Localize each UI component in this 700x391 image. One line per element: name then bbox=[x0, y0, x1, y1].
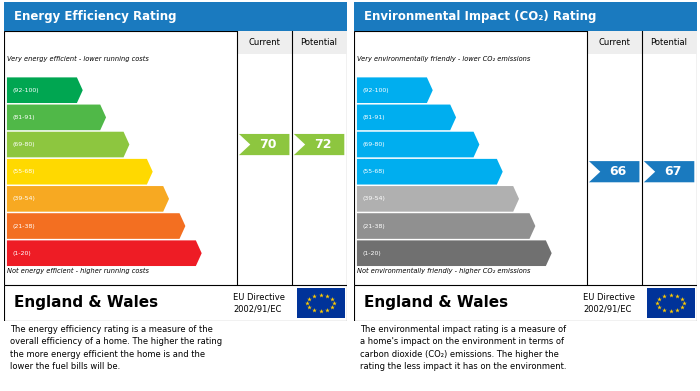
Text: G: G bbox=[554, 247, 564, 260]
Text: Current: Current bbox=[248, 38, 280, 47]
Text: (21-38): (21-38) bbox=[362, 224, 385, 228]
Text: 70: 70 bbox=[259, 138, 276, 151]
Text: A: A bbox=[435, 84, 444, 97]
Text: B: B bbox=[458, 111, 468, 124]
Polygon shape bbox=[294, 134, 344, 155]
Text: E: E bbox=[521, 192, 529, 205]
Text: (92-100): (92-100) bbox=[362, 88, 389, 93]
Text: B: B bbox=[108, 111, 118, 124]
Text: Environmental Impact (CO₂) Rating: Environmental Impact (CO₂) Rating bbox=[364, 10, 596, 23]
Text: (81-91): (81-91) bbox=[12, 115, 35, 120]
Text: EU Directive
2002/91/EC: EU Directive 2002/91/EC bbox=[583, 292, 636, 313]
Text: C: C bbox=[131, 138, 140, 151]
Text: C: C bbox=[481, 138, 490, 151]
Text: (39-54): (39-54) bbox=[12, 196, 35, 201]
Polygon shape bbox=[7, 132, 130, 157]
Text: Very energy efficient - lower running costs: Very energy efficient - lower running co… bbox=[7, 56, 149, 63]
Polygon shape bbox=[7, 159, 153, 185]
Text: 67: 67 bbox=[664, 165, 682, 178]
Text: England & Wales: England & Wales bbox=[14, 296, 158, 310]
Text: (81-91): (81-91) bbox=[362, 115, 385, 120]
Text: Current: Current bbox=[598, 38, 630, 47]
Polygon shape bbox=[239, 134, 289, 155]
Text: E: E bbox=[171, 192, 179, 205]
Text: Energy Efficiency Rating: Energy Efficiency Rating bbox=[14, 10, 176, 23]
Text: Potential: Potential bbox=[300, 38, 337, 47]
Text: Not energy efficient - higher running costs: Not energy efficient - higher running co… bbox=[7, 268, 149, 274]
Polygon shape bbox=[7, 213, 186, 239]
Text: (92-100): (92-100) bbox=[12, 88, 38, 93]
Text: D: D bbox=[155, 165, 164, 178]
Polygon shape bbox=[357, 104, 456, 130]
Polygon shape bbox=[644, 161, 694, 182]
Text: 66: 66 bbox=[609, 165, 626, 178]
Polygon shape bbox=[7, 104, 106, 130]
Text: EU Directive
2002/91/EC: EU Directive 2002/91/EC bbox=[233, 292, 286, 313]
Text: Very environmentally friendly - lower CO₂ emissions: Very environmentally friendly - lower CO… bbox=[357, 56, 531, 63]
Text: Not environmentally friendly - higher CO₂ emissions: Not environmentally friendly - higher CO… bbox=[357, 268, 531, 274]
Polygon shape bbox=[7, 186, 169, 212]
Polygon shape bbox=[7, 240, 202, 266]
Bar bbox=[237, 31, 346, 54]
Polygon shape bbox=[357, 132, 480, 157]
Text: F: F bbox=[537, 219, 545, 233]
Text: (55-68): (55-68) bbox=[12, 169, 34, 174]
Text: (21-38): (21-38) bbox=[12, 224, 35, 228]
Text: The environmental impact rating is a measure of
a home's impact on the environme: The environmental impact rating is a mea… bbox=[360, 325, 567, 371]
Bar bbox=[587, 31, 696, 54]
Text: G: G bbox=[204, 247, 214, 260]
Polygon shape bbox=[357, 77, 433, 103]
Text: (69-80): (69-80) bbox=[362, 142, 385, 147]
Text: (39-54): (39-54) bbox=[362, 196, 385, 201]
Polygon shape bbox=[357, 186, 519, 212]
Text: (1-20): (1-20) bbox=[362, 251, 381, 256]
Text: D: D bbox=[505, 165, 514, 178]
Text: England & Wales: England & Wales bbox=[364, 296, 508, 310]
Text: The energy efficiency rating is a measure of the
overall efficiency of a home. T: The energy efficiency rating is a measur… bbox=[10, 325, 223, 371]
Polygon shape bbox=[357, 159, 503, 185]
Text: (1-20): (1-20) bbox=[12, 251, 31, 256]
Text: F: F bbox=[187, 219, 195, 233]
Text: (69-80): (69-80) bbox=[12, 142, 35, 147]
Text: (55-68): (55-68) bbox=[362, 169, 384, 174]
Polygon shape bbox=[7, 77, 83, 103]
Text: A: A bbox=[85, 84, 94, 97]
Polygon shape bbox=[589, 161, 639, 182]
Text: Potential: Potential bbox=[650, 38, 687, 47]
Text: 72: 72 bbox=[314, 138, 332, 151]
Polygon shape bbox=[357, 240, 552, 266]
Polygon shape bbox=[357, 213, 536, 239]
